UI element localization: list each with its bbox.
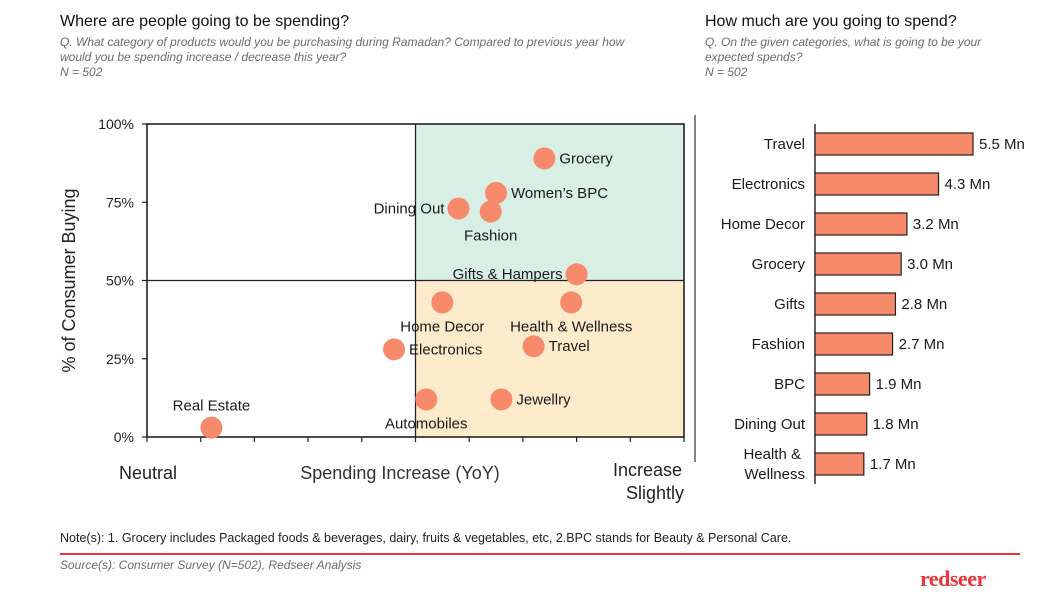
- bar-question: Q. On the given categories, what is goin…: [705, 35, 981, 80]
- scatter-point: [485, 181, 508, 204]
- x-axis-right-label: Increase: [613, 460, 682, 480]
- y-tick-label: 25%: [106, 351, 134, 367]
- footer-source: Source(s): Consumer Survey (N=502), Reds…: [60, 558, 362, 572]
- bar: [814, 292, 897, 316]
- bar-category-label: Dining Out: [734, 416, 806, 433]
- footer-note: Note(s): 1. Grocery includes Packaged fo…: [60, 531, 792, 545]
- bar-question-line2: expected spends?: [705, 50, 803, 64]
- scatter-point-label: Home Decor: [400, 318, 484, 335]
- scatter-point: [383, 338, 406, 361]
- scatter-point: [200, 416, 223, 439]
- bar: [814, 332, 894, 356]
- bar-category-label: Fashion: [752, 336, 805, 353]
- y-tick-label: 100%: [98, 116, 134, 132]
- scatter-point-label: Dining Out: [374, 201, 446, 218]
- bar-category-label: Home Decor: [721, 216, 805, 233]
- scatter-point-label: Travel: [549, 338, 590, 355]
- bar: [814, 132, 974, 156]
- scatter-point-label: Automobiles: [385, 415, 468, 432]
- bar: [814, 452, 865, 476]
- scatter-point: [479, 200, 502, 223]
- bar-title: How much are you going to spend?: [705, 13, 957, 30]
- scatter-point: [490, 388, 513, 411]
- scatter-title: Where are people going to be spending?: [60, 13, 350, 30]
- bar-category-label: Wellness: [744, 466, 805, 483]
- bar-category-label: Health &: [743, 446, 801, 463]
- bar-value-label: 3.2 Mn: [913, 216, 959, 233]
- scatter-chart: 0% 25% 50% 75% 100% % of Consumer Buying Spend…: [59, 116, 685, 503]
- bar-value-label: 1.9 Mn: [876, 376, 922, 393]
- redseer-logo: redseer: [920, 566, 986, 591]
- scatter-sample-size: N = 502: [60, 65, 103, 79]
- scatter-point-label: Grocery: [559, 150, 613, 167]
- scatter-point: [447, 197, 470, 220]
- scatter-point: [533, 147, 556, 170]
- scatter-point-label: Health & Wellness: [510, 318, 632, 335]
- bar-value-label: 2.7 Mn: [899, 336, 945, 353]
- scatter-point: [565, 263, 588, 286]
- bar-value-label: 2.8 Mn: [901, 296, 947, 313]
- bar: [814, 412, 868, 436]
- bar: [814, 252, 902, 276]
- bar-value-label: 4.3 Mn: [945, 176, 991, 193]
- scatter-point-label: Gifts & Hampers: [453, 266, 563, 283]
- bar: [814, 212, 908, 236]
- bar: [814, 172, 940, 196]
- scatter-question-line1: Q. What category of products would you b…: [60, 35, 625, 49]
- bar-value-label: 1.7 Mn: [870, 456, 916, 473]
- scatter-point-label: Real Estate: [173, 398, 251, 415]
- y-tick-label: 0%: [114, 429, 134, 445]
- bar-sample-size: N = 502: [705, 65, 748, 79]
- bar-value-label: 5.5 Mn: [979, 136, 1025, 153]
- bar-value-label: 1.8 Mn: [873, 416, 919, 433]
- x-axis-right-label: Slightly: [626, 483, 684, 503]
- scatter-point: [415, 388, 438, 411]
- bar-category-label: BPC: [774, 376, 805, 393]
- scatter-point-label: Fashion: [464, 228, 517, 245]
- y-tick-label: 50%: [106, 273, 134, 289]
- x-axis-left-label: Neutral: [119, 463, 177, 483]
- y-axis-title: % of Consumer Buying: [59, 188, 79, 372]
- footer-divider: [60, 553, 1020, 555]
- scatter-point-label: Electronics: [409, 341, 482, 358]
- scatter-point: [431, 291, 454, 314]
- bar: [814, 372, 871, 396]
- bar-category-label: Travel: [764, 136, 805, 153]
- scatter-question: Q. What category of products would you b…: [60, 35, 624, 80]
- bar-category-label: Grocery: [752, 256, 806, 273]
- x-axis-title: Spending Increase (YoY): [300, 463, 499, 483]
- bar-category-label: Gifts: [774, 296, 805, 313]
- scatter-point: [522, 335, 545, 358]
- bar-question-line1: Q. On the given categories, what is goin…: [705, 35, 982, 49]
- quadrant-lower-right: [415, 280, 684, 437]
- bar-category-label: Electronics: [732, 176, 805, 193]
- y-tick-label: 75%: [106, 194, 134, 210]
- bar-chart: 5.5 Mn Travel 4.3 Mn Electronics 3.2 Mn Home …: [721, 124, 1025, 484]
- scatter-point-label: Jewellry: [516, 391, 571, 408]
- scatter-question-line2: would you be spending increase / decreas…: [60, 50, 347, 64]
- scatter-point-label: Women’s BPC: [511, 185, 608, 202]
- bar-value-label: 3.0 Mn: [907, 256, 953, 273]
- scatter-point: [560, 291, 583, 314]
